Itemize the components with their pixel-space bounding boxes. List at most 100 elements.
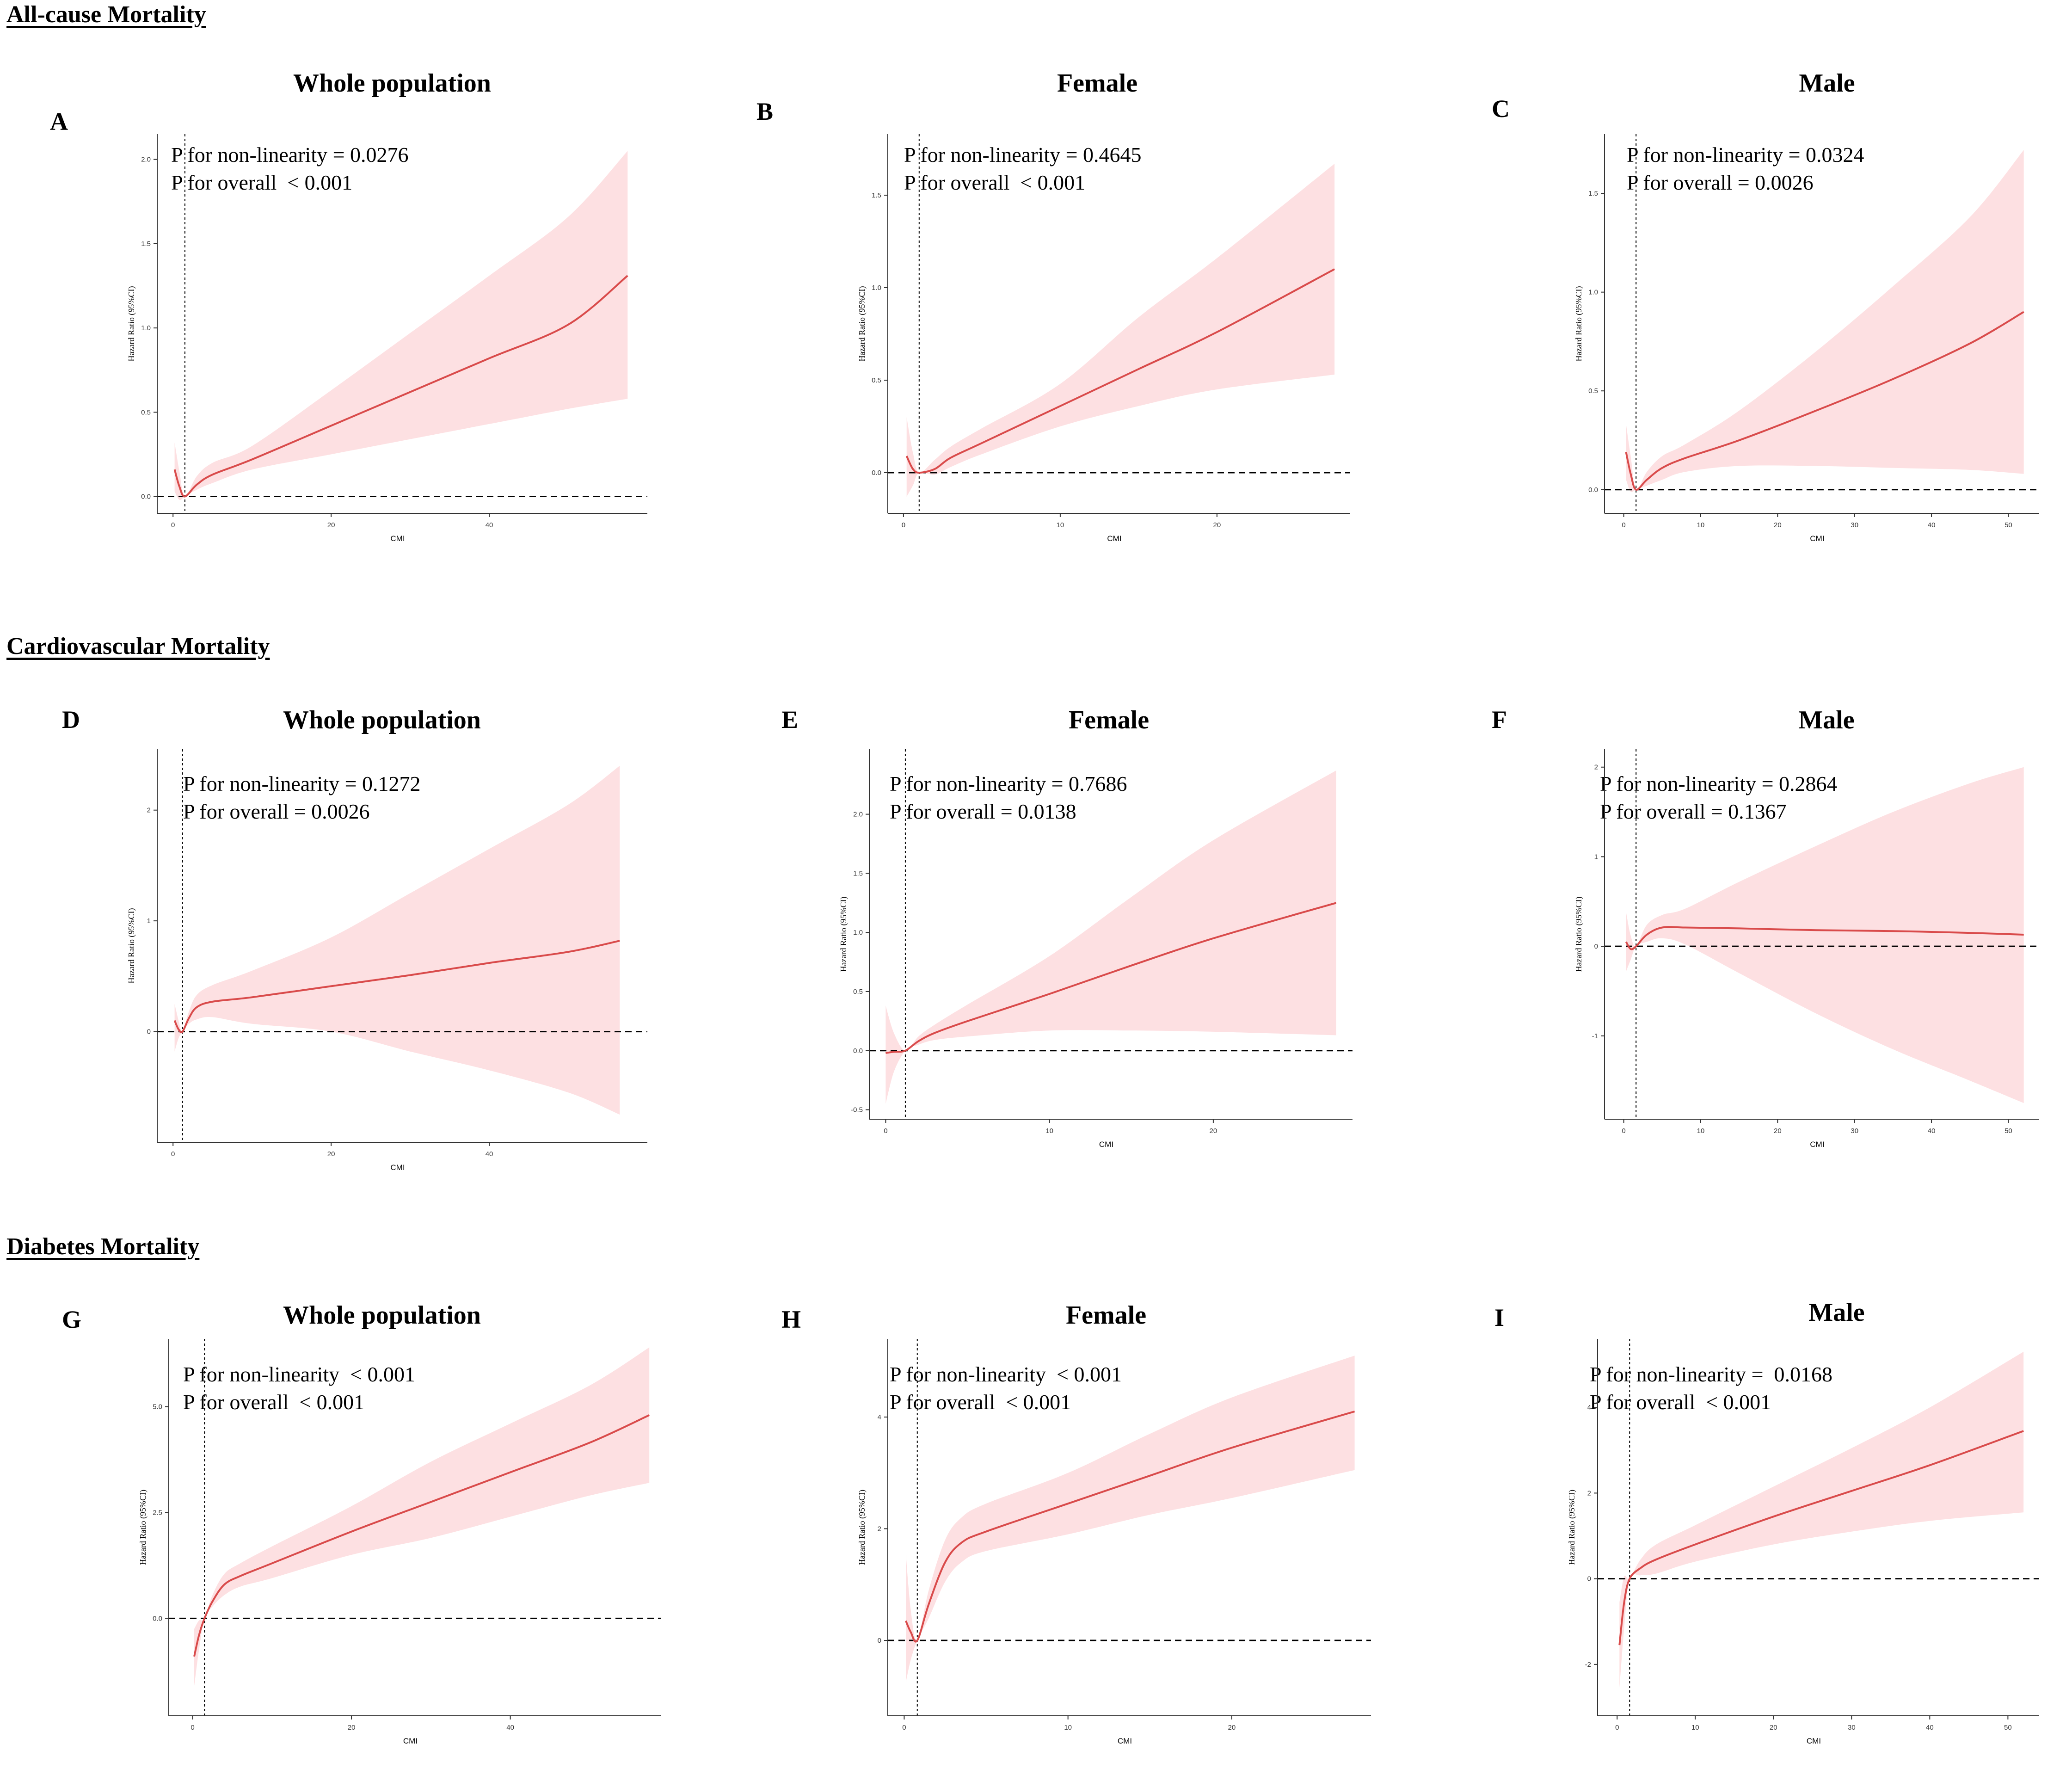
confidence-band [906,164,1335,497]
y-tick-label: 1.0 [141,324,151,332]
panel-title: Female [1068,706,1150,734]
x-tick-label: 0 [1622,521,1625,529]
panel-letter: F [1492,706,1507,733]
x-tick-label: 10 [1697,521,1705,529]
y-tick-label: 0 [1587,1575,1591,1583]
x-tick-label: 40 [506,1724,514,1732]
y-tick-label: -2 [1585,1661,1591,1669]
x-tick-label: 10 [1057,521,1064,529]
x-tick-label: 20 [327,521,335,529]
hazard-ratio-line [1618,1430,2024,1645]
y-tick-label: 2 [878,1525,881,1533]
plot-B: 0 10 20 0.0 0.5 1.0 1.5 CMI Hazard Ratio (95%CI) [857,134,1350,543]
x-axis-label: CMI [1807,1737,1821,1745]
y-tick-label: 2 [147,807,151,814]
x-axis-label: CMI [390,1163,405,1172]
p-nonlinearity-text: P for non-linearity = 0.0324 [1627,143,1864,166]
y-tick-label: 1 [1594,853,1598,861]
confidence-band [194,1347,650,1686]
section-heading-all-cause: All-cause Mortality [6,1,206,28]
x-tick-label: 20 [1213,521,1221,529]
plot-A: 0 20 40 0.0 0.5 1.0 1.5 2.0 CMI Hazard Ratio (95%… [127,134,647,543]
x-tick-label: 20 [1774,1127,1782,1135]
y-tick-label: 1.5 [853,869,863,877]
panel-letter: C [1492,95,1510,123]
p-nonlinearity-text: P for non-linearity < 0.001 [890,1362,1122,1386]
x-axis-label: CMI [390,534,405,543]
x-tick-label: 0 [171,1150,175,1158]
panel-title: Male [1799,69,1855,98]
y-tick-label: 2.0 [141,156,151,164]
x-axis-label: CMI [1810,534,1824,543]
panel-title: Whole population [283,1301,481,1330]
y-tick-label: 0.5 [853,988,863,996]
y-tick-label: 2 [1594,764,1598,771]
y-tick-label: -1 [1592,1032,1598,1040]
x-tick-label: 20 [1774,521,1782,529]
panel-letter: I [1494,1304,1505,1331]
x-tick-label: 20 [1210,1127,1217,1135]
y-tick-label: 1.5 [872,191,881,199]
p-overall-text: P for overall < 0.001 [171,171,353,194]
plot-F: 0 10 20 30 40 50 -1 0 1 2 CMI Hazard Ratio (95%CI) [1574,749,2039,1149]
y-tick-label: 0 [1594,943,1598,950]
y-axis-label: Hazard Ratio (95%CI) [1567,1490,1577,1565]
p-nonlinearity-text: P for non-linearity = 0.4645 [904,143,1142,166]
y-tick-label: 2.0 [853,811,863,819]
x-tick-label: 0 [884,1127,887,1135]
y-tick-label: 2 [1587,1489,1591,1497]
x-tick-label: 30 [1851,521,1858,529]
x-tick-label: 40 [1926,1724,1934,1732]
panel-letter: A [50,108,68,136]
y-axis-label: Hazard Ratio (95%CI) [138,1490,148,1565]
x-tick-label: 0 [902,1724,906,1732]
x-tick-label: 50 [2004,1724,2012,1732]
hazard-ratio-line [905,268,1335,474]
y-tick-label: 0 [878,1637,881,1645]
x-tick-label: 10 [1045,1127,1053,1135]
y-axis-label: Hazard Ratio (95%CI) [1574,897,1584,972]
y-tick-label: 5.0 [153,1403,162,1411]
y-axis-label: Hazard Ratio (95%CI) [127,908,136,984]
y-tick-label: 1.0 [853,929,863,937]
panel-letter: D [62,706,80,733]
x-tick-label: 10 [1697,1127,1705,1135]
x-tick-label: 40 [1928,1127,1936,1135]
panel-letter: E [781,706,799,733]
y-tick-label: 2.5 [153,1509,162,1516]
confidence-band [1626,767,2024,1103]
x-tick-label: 30 [1848,1724,1856,1732]
x-tick-label: 10 [1691,1724,1699,1732]
plot-H: 0 10 20 0 2 4 CMI Hazard Ratio (95%CI) [857,1339,1371,1745]
y-axis-label: Hazard Ratio (95%CI) [1574,286,1584,362]
x-axis-label: CMI [403,1737,418,1745]
x-tick-label: 20 [327,1150,335,1158]
p-overall-text: P for overall = 0.1367 [1600,800,1787,823]
y-axis-label: Hazard Ratio (95%CI) [857,1490,867,1565]
panel-title: Whole population [293,69,491,98]
panel-title: Whole population [283,706,481,734]
x-tick-label: 40 [486,1150,493,1158]
y-tick-label: 0.0 [853,1047,863,1055]
p-overall-text: P for overall < 0.001 [1590,1390,1771,1414]
hazard-ratio-line [173,940,620,1034]
confidence-band [885,770,1336,1104]
x-tick-label: 20 [1228,1724,1236,1732]
plot-G: 0 20 40 0.0 2.5 5.0 CMI Hazard Ratio (95%CI) [138,1339,661,1745]
y-tick-label: 4 [878,1413,881,1421]
hazard-ratio-line [885,902,1337,1054]
section-heading-cardiovascular: Cardiovascular Mortality [6,633,270,659]
hazard-ratio-line [1625,311,2024,491]
y-axis-label: Hazard Ratio (95%CI) [839,897,848,972]
x-axis-label: CMI [1118,1737,1132,1745]
panel-letter: G [62,1306,82,1333]
y-tick-label: 1.0 [872,284,881,292]
panel-title: Female [1065,1301,1147,1330]
panel-letter: B [756,98,774,125]
x-tick-label: 0 [191,1724,194,1732]
hazard-ratio-line [1625,926,2024,950]
y-tick-label: 1.5 [141,240,151,248]
x-axis-label: CMI [1810,1140,1824,1149]
p-overall-text: P for overall < 0.001 [904,171,1086,194]
section-heading-diabetes: Diabetes Mortality [6,1233,200,1260]
